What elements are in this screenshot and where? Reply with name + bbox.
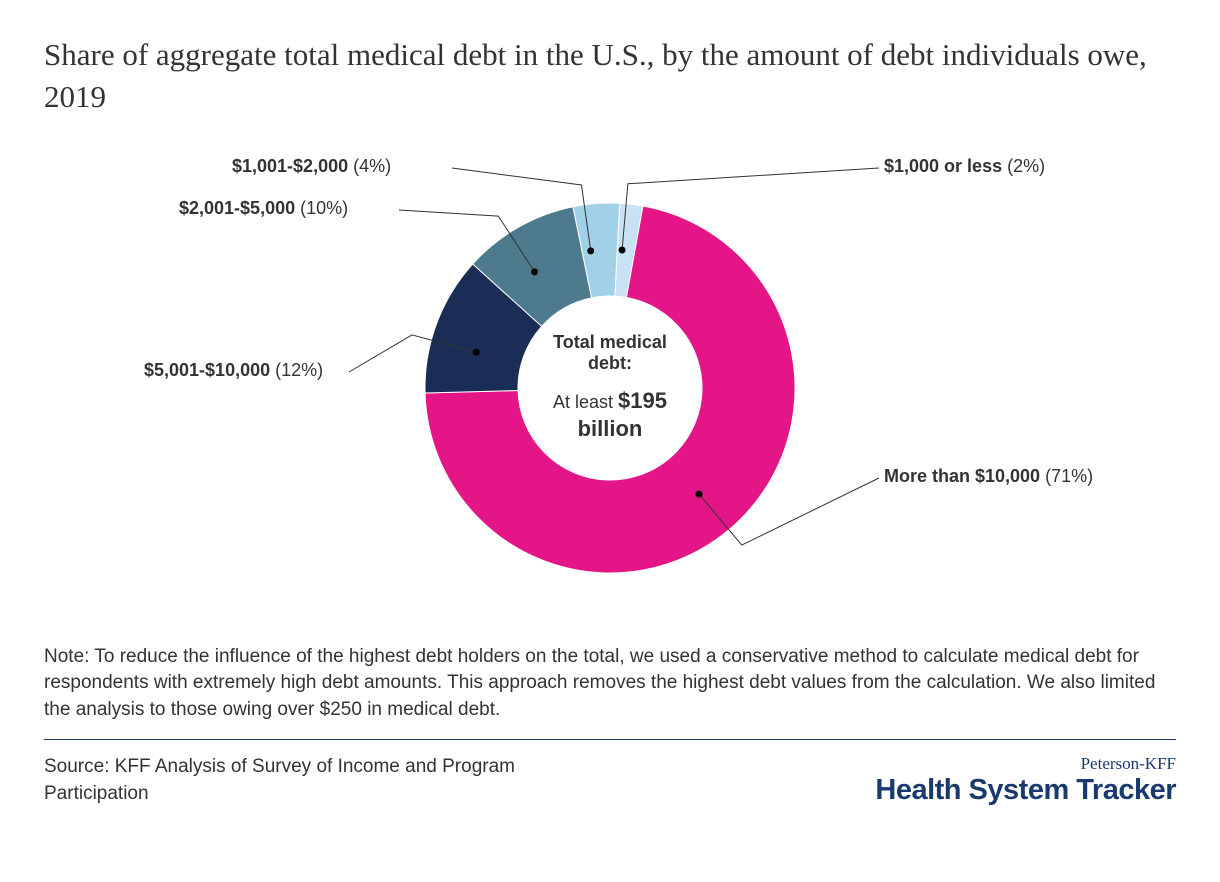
center-amount-big: $195 <box>618 388 667 413</box>
chart-title: Share of aggregate total medical debt in… <box>44 34 1176 118</box>
center-amount-prefix: At least <box>553 392 618 412</box>
slice-label: More than $10,000 (71%) <box>884 466 1093 487</box>
source-text: Source: KFF Analysis of Survey of Income… <box>44 754 584 807</box>
footer: Source: KFF Analysis of Survey of Income… <box>44 754 1176 807</box>
slice-label: $1,000 or less (2%) <box>884 156 1045 177</box>
chart-container: Share of aggregate total medical debt in… <box>0 0 1220 838</box>
slice-label: $2,001-$5,000 (10%) <box>179 198 348 219</box>
logo-bottom: Health System Tracker <box>875 774 1176 807</box>
slice-label: $5,001-$10,000 (12%) <box>144 360 323 381</box>
center-amount: At least $195 billion <box>520 387 700 444</box>
center-label-line2: debt: <box>520 353 700 375</box>
chart-area: Total medical debt: At least $195 billio… <box>44 138 1176 638</box>
chart-note: Note: To reduce the influence of the hig… <box>44 644 1176 741</box>
slice-label: $1,001-$2,000 (4%) <box>232 156 391 177</box>
donut-center-text: Total medical debt: At least $195 billio… <box>520 332 700 444</box>
center-label-line1: Total medical <box>520 332 700 354</box>
center-amount-suffix: billion <box>578 416 643 441</box>
logo-top: Peterson-KFF <box>875 754 1176 774</box>
logo: Peterson-KFF Health System Tracker <box>875 754 1176 807</box>
